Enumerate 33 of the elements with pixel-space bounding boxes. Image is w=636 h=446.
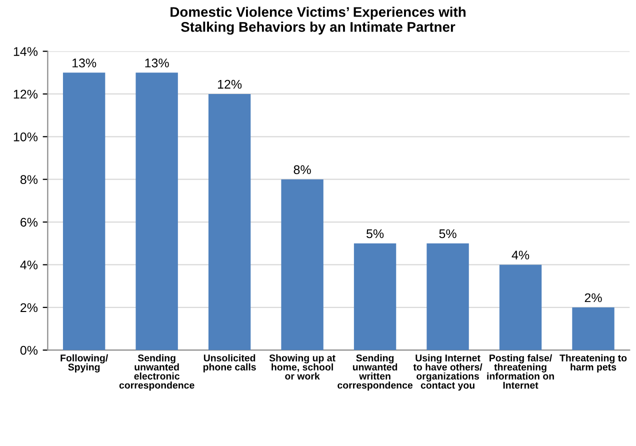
x-tick-label: Sending unwanted written correspondence: [338, 354, 413, 391]
bar: [208, 94, 251, 350]
bar: [499, 264, 542, 350]
data-label: 13%: [145, 58, 169, 68]
bar: [426, 243, 469, 350]
chart-title: Domestic Violence Victims’ Experiences with Stalking Behaviors by an Intimate Partner: [170, 6, 466, 35]
data-label: 2%: [584, 293, 602, 302]
y-tick-label: 6%: [20, 218, 38, 227]
y-tick-label: 14%: [14, 47, 38, 56]
data-label: 5%: [439, 229, 456, 238]
data-label: 4%: [512, 250, 530, 260]
data-label: 12%: [218, 80, 242, 89]
y-tick-label: 12%: [14, 90, 38, 99]
data-label: 8%: [294, 165, 311, 174]
y-tick-label: 2%: [20, 303, 38, 312]
y-tick-label: 10%: [14, 132, 38, 142]
bar: [281, 179, 324, 350]
x-tick-label: Threatening to harm pets: [560, 354, 627, 372]
x-tick-label: Unsolicited phone calls: [203, 354, 256, 372]
bar: [136, 72, 178, 350]
x-tick-label: Posting false/ threatening information on Internet: [487, 354, 554, 389]
y-tick-label: 8%: [20, 175, 38, 184]
bar: [354, 243, 396, 350]
data-label: 13%: [72, 58, 96, 68]
x-tick-label: Following/ Spying: [60, 354, 108, 372]
y-tick-label: 0%: [20, 346, 38, 355]
x-tick-label: Using Internet to have others/ organizations contact you: [413, 354, 482, 391]
data-label: 5%: [366, 229, 384, 238]
bar: [62, 72, 106, 350]
x-tick-label: Showing up at home, school or work: [269, 354, 336, 380]
x-tick-label: Sending unwanted electronic correspondence: [119, 354, 194, 391]
y-tick-label: 4%: [20, 260, 38, 270]
bar: [572, 307, 614, 350]
